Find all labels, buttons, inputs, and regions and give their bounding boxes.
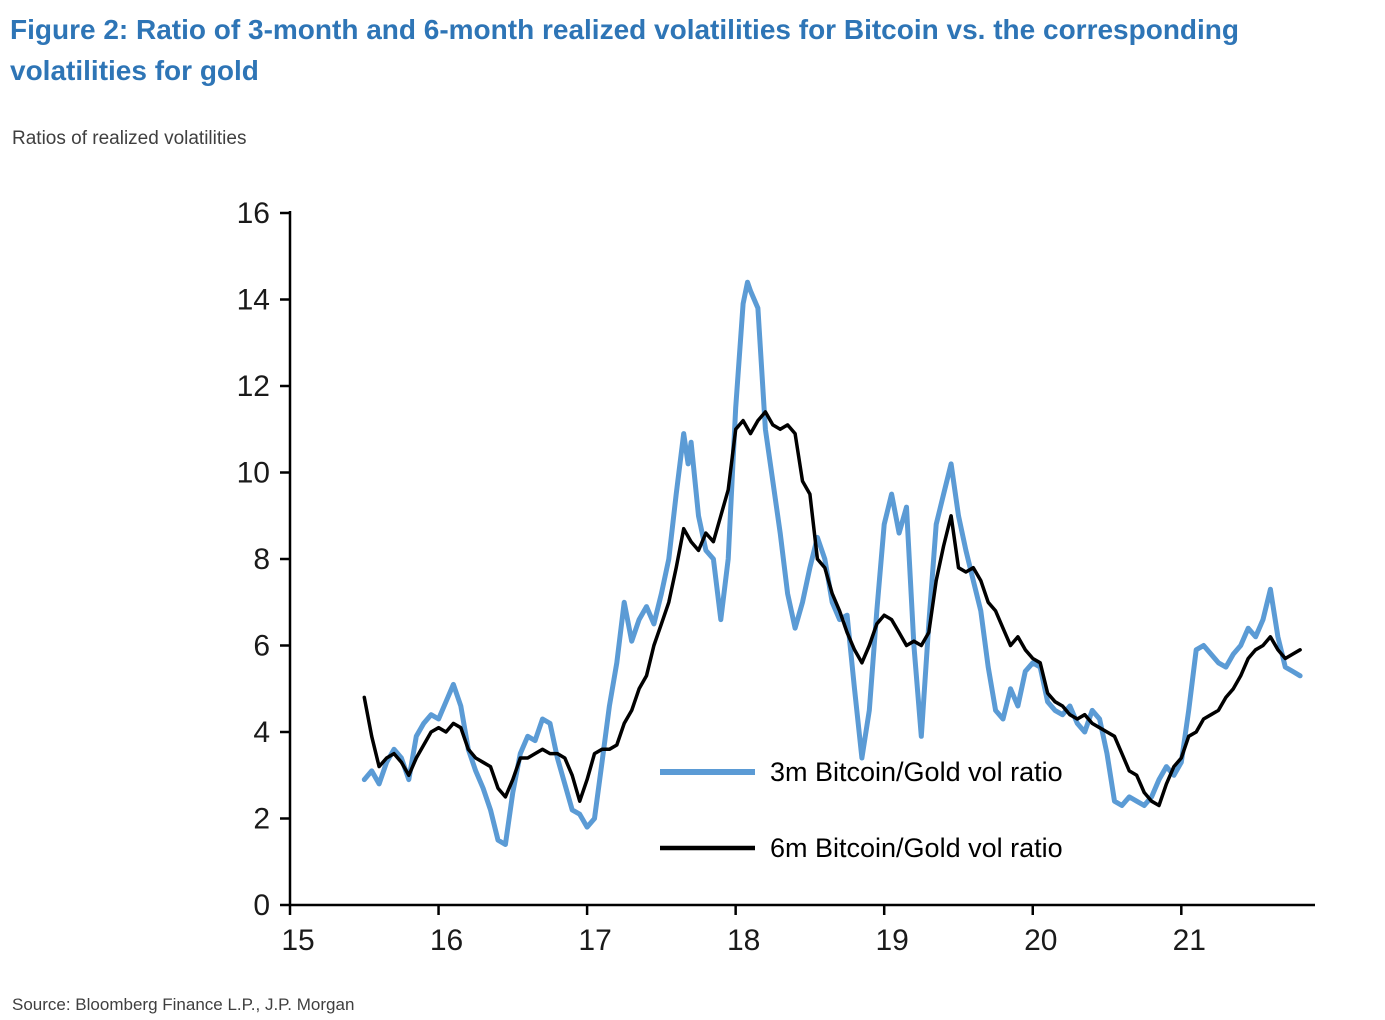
- x-tick-label: 19: [876, 924, 909, 957]
- x-tick-label: 16: [430, 924, 463, 957]
- y-tick-label: 8: [253, 543, 270, 576]
- x-tick-label: 20: [1024, 924, 1057, 957]
- y-tick-label: 4: [253, 716, 270, 749]
- series-line-3m: [361, 279, 1303, 847]
- y-tick-label: 12: [237, 370, 270, 403]
- x-tick-label: 17: [578, 924, 611, 957]
- x-tick-label: 18: [727, 924, 760, 957]
- series-line-6m: [362, 410, 1302, 808]
- x-tick-label: 15: [281, 924, 314, 957]
- y-axis-description: Ratios of realized volatilities: [12, 128, 247, 149]
- x-tick-label: 21: [1173, 924, 1206, 957]
- y-tick-label: 16: [237, 197, 270, 230]
- chart-area: 0 2 4 6 8 10 12 14 16 15 16 17 18 19 20 21 3m Bitcoin/Go…: [0, 160, 1385, 990]
- y-tick-label: 10: [237, 457, 270, 490]
- legend-label-6m: 6m Bitcoin/Gold vol ratio: [770, 833, 1063, 863]
- figure-title: Figure 2: Ratio of 3-month and 6-month r…: [10, 14, 1240, 86]
- volatility-ratio-line-chart: 0 2 4 6 8 10 12 14 16 15 16 17 18 19 20 21 3m Bitcoin/Go…: [237, 197, 1315, 957]
- legend-label-3m: 3m Bitcoin/Gold vol ratio: [770, 757, 1063, 787]
- y-tick-label: 6: [253, 630, 270, 663]
- source-note: Source: Bloomberg Finance L.P., J.P. Mor…: [12, 995, 355, 1014]
- y-tick-label: 2: [253, 803, 270, 836]
- y-tick-label: 14: [237, 284, 270, 317]
- y-tick-label: 0: [253, 889, 270, 922]
